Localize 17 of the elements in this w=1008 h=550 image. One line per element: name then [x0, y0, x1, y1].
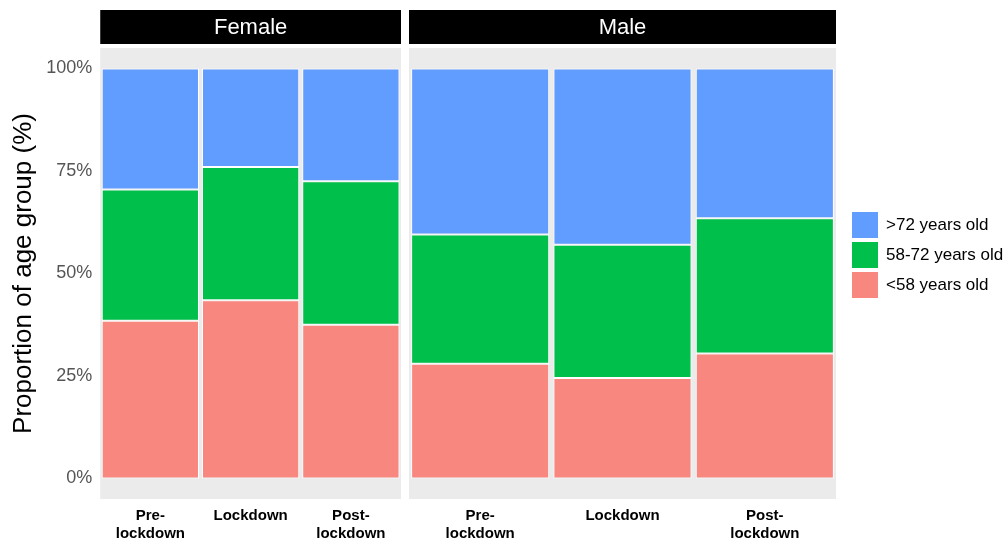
y-tick-label: 0% [66, 467, 93, 488]
x-tick-label: Lockdown [585, 506, 660, 524]
y-tick-label: 75% [56, 159, 93, 180]
legend-label: 58-72 years old [886, 245, 1004, 265]
y-tick-label: 25% [56, 364, 93, 385]
chart-title: Female [213, 14, 288, 40]
x-tick-label: Post-lockdown [316, 506, 386, 542]
legend-label: >72 years old [886, 215, 989, 235]
x-tick-label: Lockdown [213, 506, 288, 524]
y-tick-label: 100% [46, 57, 93, 78]
y-axis-title: Proportion of age group (%) [6, 113, 37, 434]
chart-title: Male [598, 14, 647, 40]
legend-label: <58 years old [886, 275, 989, 295]
x-tick-label: Pre-lockdown [445, 506, 515, 542]
x-tick-label: Post-lockdown [730, 506, 800, 542]
y-tick-label: 50% [56, 262, 93, 283]
x-tick-label: Pre-lockdown [115, 506, 185, 542]
